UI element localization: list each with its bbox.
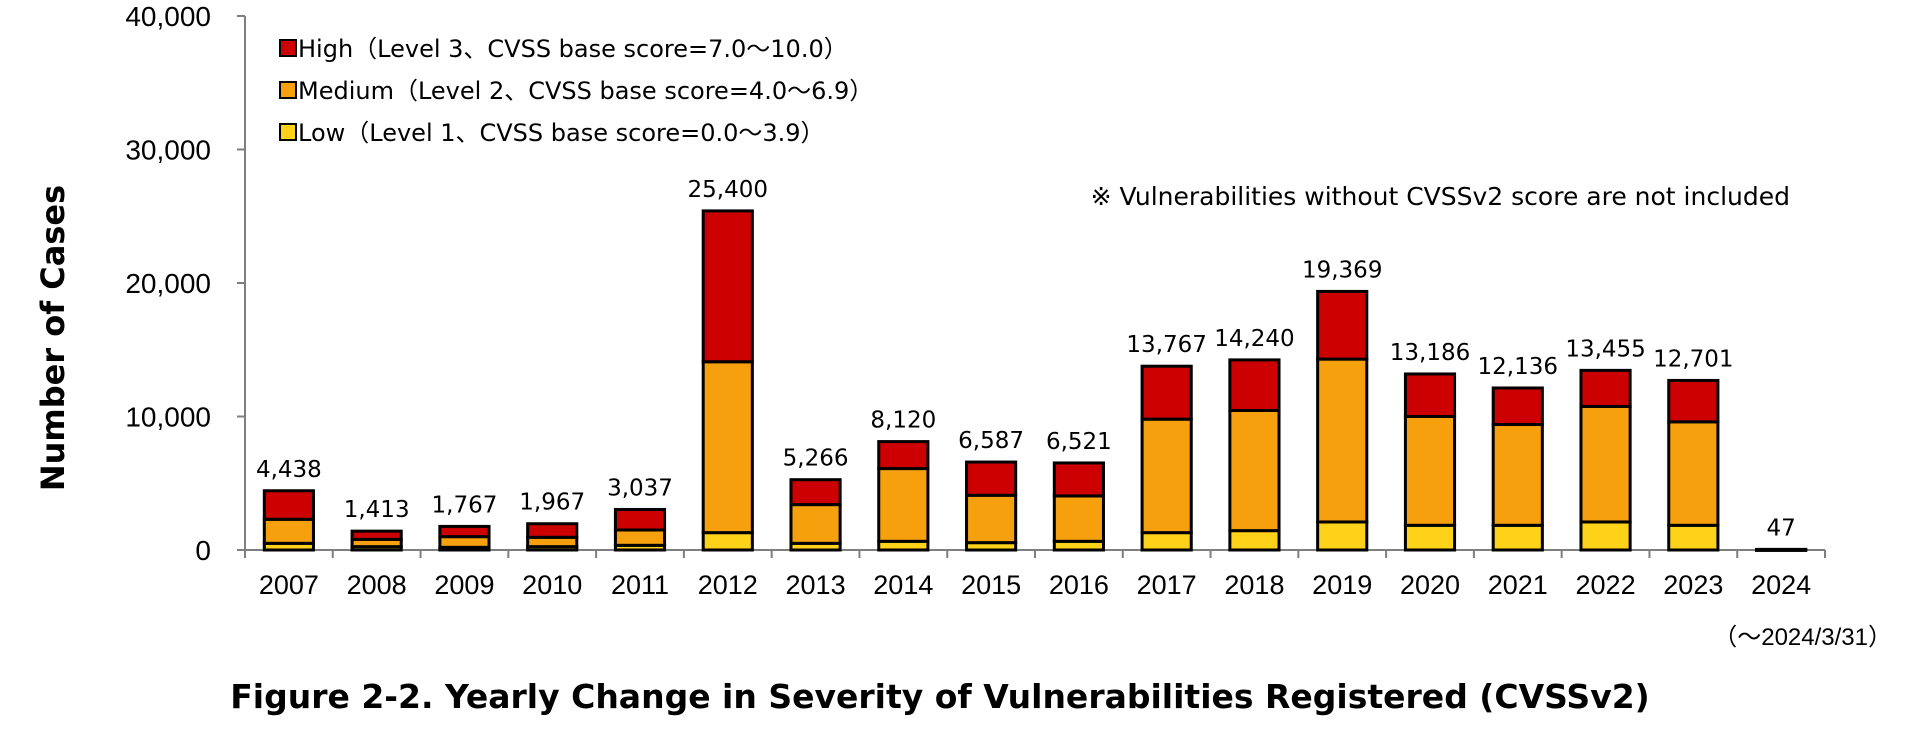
bar-segment-medium [701, 360, 754, 535]
x-tick-label: 2012 [698, 570, 758, 600]
bar-segment-medium [613, 528, 667, 547]
bar-segment-low [1579, 520, 1632, 552]
bar-segment-medium [965, 493, 1018, 545]
total-label: 3,037 [607, 475, 673, 501]
total-label: 1,767 [432, 492, 498, 518]
x-tick-label: 2020 [1400, 570, 1460, 600]
bar-segment-low [1228, 529, 1281, 552]
bar-segment-high [789, 478, 842, 507]
x-tick-label: 2022 [1576, 570, 1636, 600]
bar-segment-high [1140, 364, 1193, 421]
bar-segment-medium [1052, 494, 1105, 543]
legend-swatch-medium [279, 81, 297, 99]
bar-segment-high [1755, 547, 1808, 552]
bar-segment-medium [1491, 423, 1544, 527]
x-tick-label: 2013 [786, 570, 846, 600]
total-label: 1,413 [344, 497, 410, 523]
bar-segment-high [262, 489, 315, 521]
bar-segment-low [701, 531, 754, 552]
bar-segment-high [1052, 461, 1105, 498]
y-tick-label: 0 [195, 535, 211, 566]
total-label: 8,120 [870, 408, 936, 434]
x-tick-label: 2017 [1137, 570, 1197, 600]
x-tick-label: 2024 [1751, 570, 1811, 600]
x-tick-label: 2021 [1488, 570, 1548, 600]
last-category-sublabel: （～2024/3/31） [1713, 624, 1892, 651]
total-label: 6,587 [958, 428, 1024, 454]
total-label: 14,240 [1214, 326, 1294, 352]
bar-segment-low [1403, 523, 1457, 552]
total-label: 47 [1766, 515, 1795, 541]
legend-label: Medium（Level 2、CVSS base score=4.0～6.9） [298, 77, 873, 105]
bars [262, 209, 1808, 552]
total-label: 13,767 [1126, 332, 1206, 358]
bar-segment-high [1491, 386, 1544, 427]
bar-segment-low [1140, 531, 1193, 552]
bar-segment-medium [262, 517, 315, 545]
x-tick-label: 2019 [1312, 570, 1372, 600]
bar-segment-medium [1667, 420, 1720, 527]
x-tick-label: 2023 [1663, 570, 1723, 600]
x-tick-label: 2008 [347, 570, 407, 600]
bar-segment-medium [789, 503, 842, 545]
legend: High（Level 3、CVSS base score=7.0～10.0） Me… [279, 35, 873, 147]
x-tick-label: 2009 [434, 570, 494, 600]
legend-swatch-low [279, 123, 297, 141]
bar-segment-medium [1579, 404, 1632, 524]
bar-segment-medium [1228, 408, 1281, 533]
bar-segment-medium [1316, 357, 1369, 524]
y-tick-label: 20,000 [125, 268, 211, 299]
bar-segment-high [965, 460, 1018, 497]
y-tick-label: 40,000 [125, 1, 211, 32]
total-label: 25,400 [688, 177, 768, 203]
total-label: 6,521 [1046, 429, 1112, 455]
figure-caption: Figure 2-2. Yearly Change in Severity of… [230, 677, 1650, 716]
bar-segment-high [1316, 289, 1369, 361]
total-labels: 4,438 1,413 1,767 1,967 3,037 25,400 5,266 8,12… [256, 177, 1796, 541]
bar-segment-high [1667, 378, 1720, 424]
total-label: 1,967 [519, 490, 585, 516]
x-tick-label: 2018 [1224, 570, 1284, 600]
bar-segment-high [1228, 358, 1281, 412]
bar-segment-high [350, 529, 403, 541]
total-label: 12,136 [1478, 354, 1558, 380]
total-label: 5,266 [783, 446, 849, 472]
x-tick-label: 2010 [522, 570, 582, 600]
legend-label: High（Level 3、CVSS base score=7.0～10.0） [298, 35, 848, 63]
total-label: 19,369 [1302, 257, 1382, 283]
bar-segment-low [1316, 520, 1369, 552]
x-tick-label: 2014 [873, 570, 933, 600]
bar-segment-medium [877, 467, 930, 543]
total-label: 13,455 [1565, 336, 1645, 362]
bar-segment-medium [1403, 415, 1457, 527]
legend-swatch-high [279, 39, 297, 57]
total-label: 4,438 [256, 457, 322, 483]
bar-segment-high [877, 440, 930, 471]
y-axis-title: Number of Cases [34, 185, 72, 491]
total-label: 12,701 [1653, 346, 1733, 372]
bar-segment-medium [438, 535, 491, 549]
bar-segment-low [1491, 523, 1544, 552]
x-tick-label: 2016 [1049, 570, 1109, 600]
y-tick-label: 10,000 [125, 402, 211, 433]
bar-segment-high [438, 524, 491, 539]
bar-segment-low [1667, 523, 1720, 552]
x-tick-label: 2011 [611, 570, 669, 600]
total-label: 13,186 [1390, 340, 1470, 366]
bar-segment-medium [1140, 417, 1193, 535]
note-text: ※ Vulnerabilities without CVSSv2 score a… [1091, 182, 1790, 211]
bar-segment-high [526, 522, 579, 539]
bar-segment-high [701, 209, 754, 364]
x-tick-label: 2007 [259, 570, 319, 600]
y-tick-label: 30,000 [125, 135, 211, 166]
x-axis: 2007 2008 2009 2010 2011 2012 2013 2014 2015 2016… [244, 549, 1826, 600]
bar-segment-high [1579, 368, 1632, 408]
bar-segment-high [613, 507, 667, 532]
legend-label: Low（Level 1、CVSS base score=0.0～3.9） [298, 119, 825, 147]
x-tick-label: 2015 [961, 570, 1021, 600]
bar-segment-high [1403, 372, 1457, 418]
y-axis: 0 10,000 20,000 30,000 40,000 [125, 1, 246, 566]
